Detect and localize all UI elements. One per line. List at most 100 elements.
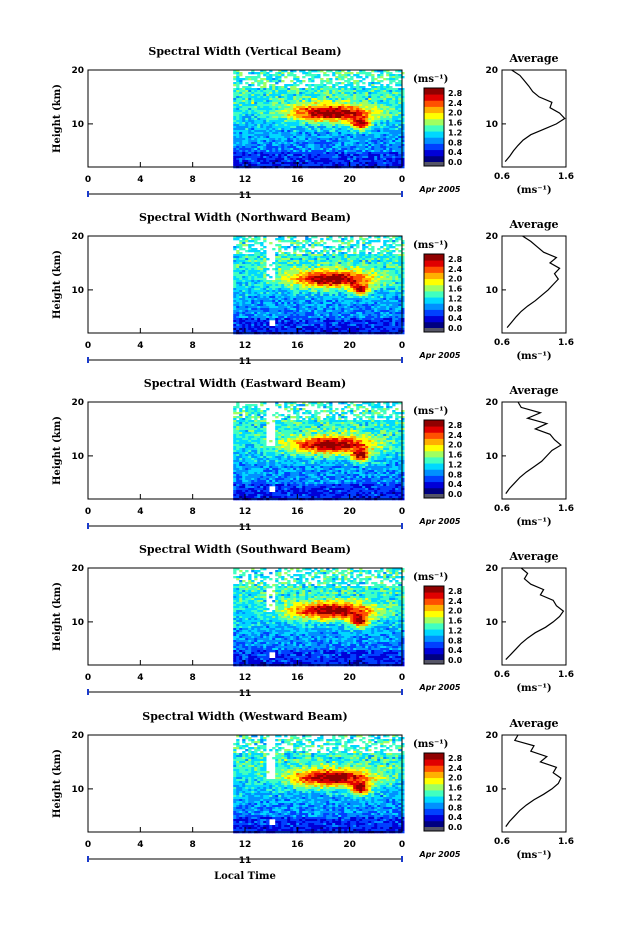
heatmap-cell bbox=[317, 118, 321, 121]
heatmap-cell bbox=[302, 326, 306, 329]
heatmap-cell bbox=[308, 292, 312, 295]
heatmap-cell bbox=[245, 96, 249, 99]
heatmap-cell bbox=[362, 114, 366, 117]
heatmap-cell bbox=[248, 76, 252, 79]
heatmap-cell bbox=[326, 290, 330, 293]
heatmap-cell bbox=[347, 258, 351, 261]
heatmap-cell bbox=[260, 80, 264, 83]
heatmap-cell bbox=[248, 288, 252, 291]
heatmap-cell bbox=[347, 276, 351, 279]
heatmap-cell bbox=[365, 292, 369, 295]
colorbar-tick-label: 1.2 bbox=[448, 128, 462, 137]
heatmap-cell bbox=[338, 276, 342, 279]
heatmap-cell bbox=[290, 102, 294, 105]
heatmap-cell bbox=[272, 148, 276, 151]
heatmap-cell bbox=[368, 140, 372, 143]
heatmap-cell bbox=[362, 260, 366, 263]
heatmap-cell bbox=[284, 314, 288, 317]
heatmap-cell bbox=[338, 162, 342, 165]
heatmap-cell bbox=[371, 120, 375, 123]
heatmap-cell bbox=[350, 256, 354, 259]
heatmap-cell bbox=[275, 296, 279, 299]
heatmap-cell bbox=[350, 164, 354, 167]
heatmap-cell bbox=[311, 116, 315, 119]
heatmap-cell bbox=[386, 108, 390, 111]
heatmap-cell bbox=[323, 318, 327, 321]
heatmap-cell bbox=[278, 328, 282, 331]
heatmap-cell bbox=[386, 298, 390, 301]
heatmap-cell bbox=[374, 102, 378, 105]
heatmap-cell bbox=[389, 260, 393, 263]
heatmap-cell bbox=[302, 110, 306, 113]
heatmap-cell bbox=[302, 250, 306, 253]
heatmap-cell bbox=[344, 142, 348, 145]
heatmap-cell bbox=[356, 160, 360, 163]
heatmap-cell bbox=[365, 254, 369, 257]
heatmap-cell bbox=[368, 274, 372, 277]
heatmap-cell bbox=[260, 162, 264, 165]
heatmap-cell bbox=[356, 322, 360, 325]
heatmap-cell bbox=[308, 126, 312, 129]
heatmap-cell bbox=[356, 276, 360, 279]
heatmap-cell bbox=[332, 130, 336, 133]
heatmap-cell bbox=[338, 286, 342, 289]
heatmap-cell bbox=[401, 122, 405, 125]
heatmap-cell bbox=[392, 260, 396, 263]
heatmap-cell bbox=[299, 324, 303, 327]
heatmap-cell bbox=[308, 316, 312, 319]
heatmap-cell bbox=[350, 124, 354, 127]
heatmap-cell bbox=[293, 82, 297, 85]
heatmap-cell bbox=[242, 308, 246, 311]
heatmap-cell bbox=[236, 132, 240, 135]
heatmap-cell bbox=[392, 150, 396, 153]
heatmap-cell bbox=[338, 280, 342, 283]
heatmap-cell bbox=[239, 72, 243, 75]
heatmap-cell bbox=[332, 326, 336, 329]
heatmap-cell bbox=[344, 132, 348, 135]
heatmap-cell bbox=[332, 92, 336, 95]
heatmap-cell bbox=[257, 124, 261, 127]
heatmap-cell bbox=[248, 312, 252, 315]
heatmap-cell bbox=[365, 312, 369, 315]
heatmap-cell bbox=[308, 254, 312, 257]
heatmap-cell bbox=[248, 284, 252, 287]
heatmap-cell bbox=[332, 258, 336, 261]
heatmap-cell bbox=[380, 270, 384, 273]
heatmap-cell bbox=[260, 268, 264, 271]
heatmap-cell bbox=[284, 126, 288, 129]
heatmap-cell bbox=[329, 306, 333, 309]
heatmap-cell bbox=[383, 278, 387, 281]
heatmap-cell bbox=[374, 128, 378, 131]
heatmap-cell bbox=[272, 134, 276, 137]
heatmap-cell bbox=[305, 276, 309, 279]
heatmap-cell bbox=[323, 290, 327, 293]
heatmap-cell bbox=[320, 328, 324, 331]
heatmap-cell bbox=[245, 302, 249, 305]
heatmap-cell bbox=[314, 312, 318, 315]
heatmap-cell bbox=[341, 274, 345, 277]
heatmap-cell bbox=[299, 154, 303, 157]
heatmap-cell bbox=[371, 152, 375, 155]
heatmap-cell bbox=[344, 236, 348, 239]
heatmap-cell bbox=[320, 300, 324, 303]
heatmap-cell bbox=[290, 280, 294, 283]
heatmap-cell bbox=[305, 98, 309, 101]
heatmap-cell bbox=[386, 252, 390, 255]
heatmap-cell bbox=[386, 308, 390, 311]
heatmap-cell bbox=[317, 314, 321, 317]
heatmap-cell bbox=[239, 142, 243, 145]
heatmap-cell bbox=[350, 270, 354, 273]
heatmap-cell bbox=[365, 238, 369, 241]
heatmap-cell bbox=[326, 324, 330, 327]
heatmap-cell bbox=[308, 304, 312, 307]
heatmap-cell bbox=[320, 122, 324, 125]
heatmap-cell bbox=[311, 130, 315, 133]
heatmap-cell bbox=[290, 290, 294, 293]
heatmap-cell bbox=[332, 104, 336, 107]
heatmap-cell bbox=[365, 258, 369, 261]
heatmap-cell bbox=[236, 158, 240, 161]
heatmap-cell bbox=[380, 292, 384, 295]
heatmap-cell bbox=[278, 316, 282, 319]
heatmap-cell bbox=[383, 108, 387, 111]
heatmap-cell bbox=[362, 142, 366, 145]
